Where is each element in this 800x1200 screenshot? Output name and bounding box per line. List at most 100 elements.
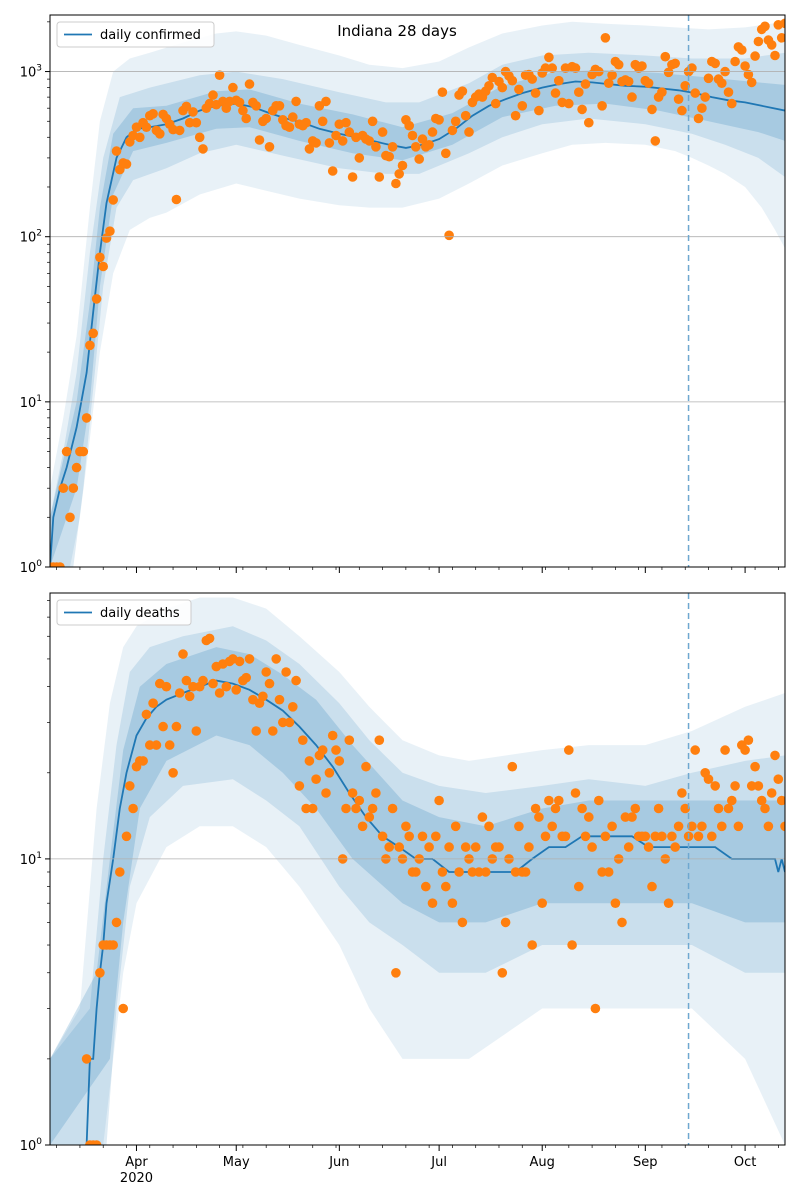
x-tick-sublabel: 2020 [120, 1171, 153, 1186]
observed-point [580, 79, 591, 89]
observed-point [697, 103, 707, 113]
observed-point [640, 831, 651, 842]
observed-point [417, 831, 428, 842]
observed-point [680, 81, 690, 91]
observed-point [623, 76, 634, 87]
observed-point [85, 340, 95, 351]
observed-point [437, 87, 448, 97]
observed-point [497, 82, 508, 93]
observed-point [191, 117, 202, 128]
observed-point [707, 831, 717, 842]
observed-point [397, 160, 408, 171]
observed-point [770, 50, 780, 61]
observed-point [254, 135, 265, 145]
observed-point [258, 691, 268, 702]
observed-point [148, 698, 158, 708]
observed-point [530, 88, 541, 98]
observed-point [497, 968, 508, 978]
observed-point [394, 842, 405, 852]
observed-point [550, 88, 561, 98]
observed-point [434, 795, 444, 806]
observed-point [391, 968, 401, 978]
observed-point [135, 132, 145, 143]
observed-point [164, 740, 175, 750]
observed-point [278, 717, 288, 728]
observed-point [780, 18, 785, 29]
observed-point [464, 127, 474, 137]
observed-point [776, 33, 785, 43]
observed-point [547, 63, 557, 73]
observed-point [351, 803, 361, 814]
observed-point [261, 113, 272, 124]
observed-point [301, 803, 311, 814]
observed-point [374, 735, 385, 745]
observed-point [238, 105, 248, 116]
observed-point [424, 140, 434, 150]
observed-point [141, 122, 152, 132]
observed-point [450, 821, 461, 832]
observed-point [670, 58, 680, 69]
observed-point [61, 446, 72, 457]
observed-point [643, 78, 654, 88]
observed-point [507, 75, 518, 86]
observed-point [477, 812, 488, 822]
observed-point [98, 261, 108, 272]
observed-point [537, 898, 547, 908]
observed-point [268, 726, 278, 736]
observed-point [690, 88, 700, 98]
observed-point [564, 745, 574, 755]
observed-point [717, 821, 727, 832]
observed-point [234, 656, 245, 667]
observed-point [547, 821, 557, 832]
observed-point [394, 169, 405, 179]
uncertainty-band-3 [50, 70, 785, 567]
observed-point [341, 117, 351, 128]
observed-point [364, 136, 375, 146]
observed-point [574, 87, 584, 97]
observed-point [444, 842, 454, 852]
observed-point [746, 77, 757, 88]
observed-point [693, 113, 704, 124]
observed-point [447, 898, 458, 908]
observed-point [188, 107, 198, 117]
observed-point [198, 675, 208, 686]
observed-point [181, 101, 192, 112]
observed-point [357, 821, 368, 832]
observed-point [168, 768, 178, 778]
observed-point [344, 127, 355, 137]
observed-point [717, 78, 727, 88]
observed-point [450, 116, 461, 127]
observed-point [311, 774, 321, 784]
observed-point [244, 654, 255, 664]
observed-point [421, 881, 431, 892]
observed-point [377, 127, 388, 137]
observed-point [727, 795, 737, 806]
observed-point [78, 446, 89, 457]
observed-point [334, 756, 345, 766]
observed-point [88, 328, 98, 339]
x-tick-label: Jul [430, 1155, 447, 1170]
observed-point [637, 61, 647, 71]
uncertainty-band-3 [50, 647, 785, 1145]
observed-point [111, 917, 122, 928]
observed-point [327, 166, 338, 176]
observed-point [214, 688, 225, 698]
observed-point [241, 113, 251, 124]
observed-point [530, 803, 541, 814]
observed-point [677, 105, 687, 116]
observed-point [574, 881, 584, 892]
observed-point [627, 92, 637, 102]
observed-point [108, 940, 118, 950]
observed-point [584, 117, 594, 128]
observed-point [613, 59, 624, 70]
observed-point [158, 721, 168, 732]
observed-point [148, 109, 158, 119]
observed-point [457, 86, 468, 96]
observed-point [527, 74, 537, 84]
y-tick-label: 100 [20, 1137, 43, 1154]
observed-point [650, 136, 661, 146]
chart-title: Indiana 28 days [337, 22, 457, 40]
observed-point [690, 745, 700, 755]
observed-point [663, 67, 674, 78]
observed-point [251, 726, 261, 736]
